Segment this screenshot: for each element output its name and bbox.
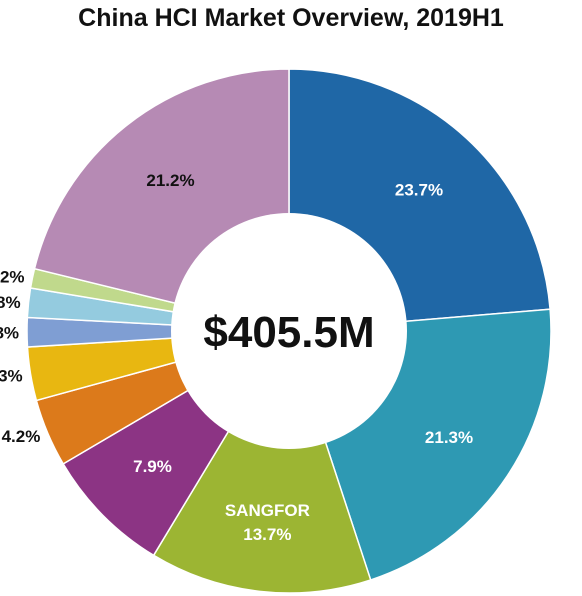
slice-label-5: 4.2% [2, 427, 41, 446]
slice-label-1: 23.7% [395, 181, 443, 200]
slice-label-8: 1.8% [0, 293, 21, 312]
chart-title: China HCI Market Overview, 2019H1 [78, 4, 504, 32]
slice-label-6: 3.3% [0, 366, 23, 385]
slice-label-3: SANGFOR 13.7% [225, 501, 310, 544]
slice-label-9: 1.2% [0, 268, 25, 287]
center-total-label: $405.5M [203, 308, 374, 357]
slice-label-2: 21.3% [425, 428, 473, 447]
slice-label-10: 21.2% [146, 171, 194, 190]
slice-label-4: 7.9% [133, 457, 172, 476]
slice-label-7: 1.8% [0, 323, 19, 342]
donut-hole [171, 213, 407, 449]
slice-3 [152, 329, 372, 594]
